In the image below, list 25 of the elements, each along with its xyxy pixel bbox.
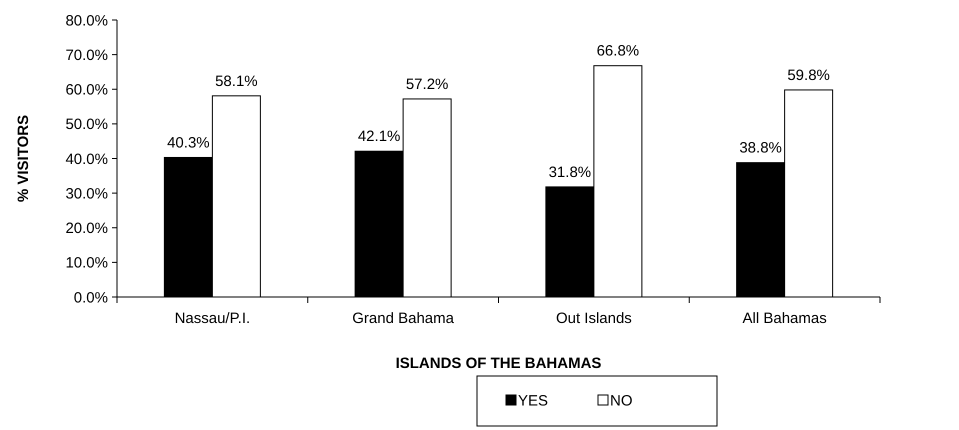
y-tick-label: 50.0% [65, 116, 108, 134]
y-tick-label: 80.0% [65, 12, 108, 30]
y-tick-label: 10.0% [65, 254, 108, 272]
y-tick-label: 40.0% [65, 150, 108, 168]
x-tick-label: All Bahamas [742, 310, 827, 327]
y-tick-label: 20.0% [65, 220, 108, 237]
y-tick-label: 70.0% [65, 46, 108, 64]
data-label: 31.8% [548, 164, 592, 181]
data-label: 40.3% [167, 134, 210, 152]
data-label: 59.8% [787, 66, 830, 84]
data-label: 38.8% [739, 140, 782, 157]
data-label: 57.2% [406, 76, 448, 93]
data-label: 66.8% [596, 42, 640, 60]
x-tick-label: Nassau/P.I. [174, 310, 250, 327]
data-label: 58.1% [215, 72, 258, 90]
y-tick-label: 30.0% [65, 185, 108, 202]
data-label: 42.1% [358, 128, 400, 146]
x-axis-title: ISLANDS OF THE BAHAMAS [396, 355, 602, 372]
x-tick-label: Grand Bahama [352, 310, 455, 327]
y-axis-title: % VISITORS [15, 114, 32, 202]
y-tick-label: 0.0% [74, 289, 108, 306]
legend-label: YES [518, 392, 548, 410]
y-tick-label: 60.0% [65, 82, 108, 98]
x-tick-label: Out Islands [556, 310, 632, 327]
legend-label: NO [610, 392, 632, 410]
